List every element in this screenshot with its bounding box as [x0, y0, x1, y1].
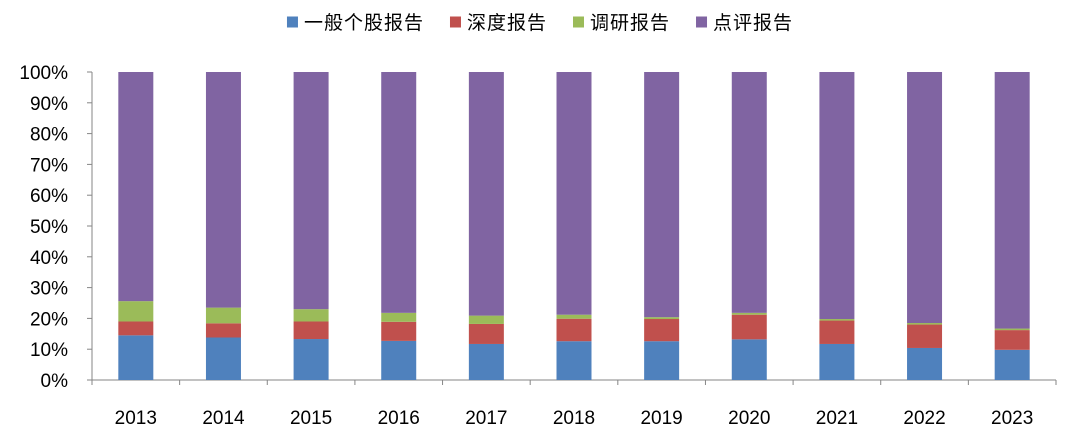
bar-segment — [731, 72, 767, 313]
bar-segment — [556, 341, 592, 380]
bar-segment — [994, 330, 1030, 350]
bar-segment — [731, 339, 767, 380]
bar-segment — [381, 321, 417, 341]
bar-segment — [381, 340, 417, 380]
legend-label: 调研报告 — [590, 12, 670, 34]
bar-segment — [118, 321, 154, 336]
legend: 一般个股报告 深度报告 调研报告 点评报告 — [286, 12, 793, 34]
bar-segment — [556, 314, 592, 319]
bar-segment — [819, 319, 855, 321]
y-tick-label: 10% — [30, 340, 68, 361]
legend-item: 点评报告 — [696, 12, 793, 34]
bar-segment — [205, 307, 241, 324]
bar-segment — [205, 323, 241, 338]
bar-segment — [907, 72, 943, 324]
y-tick-label: 20% — [30, 309, 68, 330]
bar-segment — [994, 328, 1030, 331]
bar-segment — [118, 301, 154, 322]
legend-item: 调研报告 — [573, 12, 670, 34]
bar-segment — [293, 309, 329, 322]
bar-segment — [468, 343, 504, 380]
bar-segment — [644, 319, 680, 342]
bar-segment — [907, 347, 943, 380]
y-tick-label: 50% — [30, 217, 68, 238]
y-tick-label: 70% — [30, 155, 68, 176]
y-tick-label: 0% — [41, 371, 69, 392]
x-tick-label: 2013 — [115, 408, 157, 429]
y-tick-label: 90% — [30, 94, 68, 115]
bar-segment — [381, 312, 417, 322]
y-axis: 0% 10% 20% 30% 40% 50% 60% 70% 80% 90% 100% — [19, 63, 93, 392]
y-tick-label: 80% — [30, 125, 68, 146]
legend-swatch — [449, 16, 461, 28]
x-tick-label: 2014 — [202, 408, 245, 429]
x-tick-label: 2018 — [553, 408, 595, 429]
x-tick-label: 2023 — [991, 408, 1033, 429]
bar-segment — [293, 72, 329, 310]
x-tick-label: 2015 — [290, 408, 332, 429]
x-tick-label: 2016 — [378, 408, 420, 429]
legend-label: 深度报告 — [467, 12, 547, 34]
bar-segment — [644, 317, 680, 320]
legend-item: 一般个股报告 — [286, 12, 424, 34]
bar-segment — [819, 343, 855, 380]
bar-segment — [556, 72, 592, 315]
bar-segment — [994, 349, 1030, 380]
bar-segment — [118, 335, 154, 380]
x-tick-label: 2019 — [640, 408, 682, 429]
bar-segment — [293, 339, 329, 380]
legend-swatch — [696, 16, 708, 28]
bar-segment — [819, 72, 855, 320]
bar-segment — [468, 72, 504, 316]
bar-segment — [644, 72, 680, 318]
legend-item: 深度报告 — [449, 12, 547, 34]
bar-segment — [381, 72, 417, 313]
bar-segment — [731, 314, 767, 340]
y-tick-label: 40% — [30, 248, 68, 269]
y-tick-label: 60% — [30, 186, 68, 207]
bar-segment — [819, 320, 855, 344]
y-tick-label: 30% — [30, 279, 68, 300]
y-tick-label: 100% — [19, 63, 68, 84]
bar-segment — [994, 72, 1030, 329]
legend-swatch — [286, 16, 298, 28]
bar-segment — [205, 72, 241, 308]
legend-label: 点评报告 — [713, 12, 793, 34]
bar-segment — [907, 324, 943, 348]
x-tick-label: 2020 — [728, 408, 770, 429]
bars-group — [118, 72, 1030, 380]
bar-segment — [468, 315, 504, 324]
bar-segment — [118, 72, 154, 302]
x-tick-label: 2021 — [816, 408, 858, 429]
bar-segment — [205, 337, 241, 380]
x-axis: 2013 2014 2015 2016 2017 2018 2019 2020 2021 2022… — [91, 379, 1057, 429]
x-tick-label: 2022 — [903, 408, 945, 429]
legend-swatch — [573, 16, 584, 28]
bar-segment — [468, 323, 504, 344]
bar-segment — [556, 318, 592, 342]
bar-segment — [731, 312, 767, 315]
legend-label: 一般个股报告 — [304, 12, 424, 34]
bar-segment — [293, 321, 329, 340]
bar-segment — [644, 341, 680, 380]
x-tick-label: 2017 — [465, 408, 507, 429]
bar-segment — [907, 323, 943, 325]
